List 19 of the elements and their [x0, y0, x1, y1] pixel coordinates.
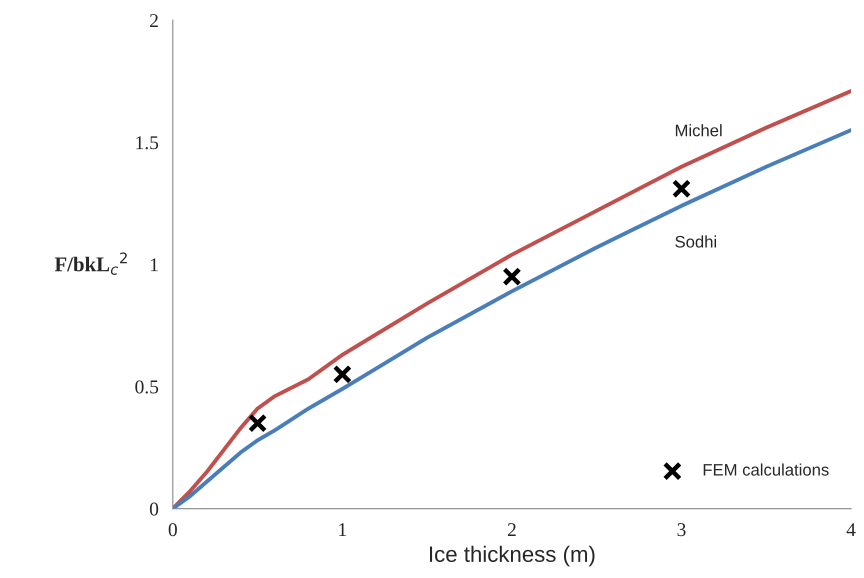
y-tick-label: 0: [150, 502, 158, 516]
x-tick-label: 3: [678, 523, 686, 536]
x-tick-label: 4: [846, 523, 856, 536]
legend-label: FEM calculations: [704, 463, 829, 476]
y-tick-label: 1: [150, 258, 158, 272]
x-axis-title: Ice thickness (m): [430, 546, 595, 566]
point: [248, 414, 268, 433]
point: [672, 179, 691, 198]
y-axis-title: F/bkL$_{c}$$^{2}$: [54, 252, 127, 275]
point: [332, 364, 352, 384]
y-tick-label: 0.5: [135, 380, 158, 394]
x-tick-label: 1: [339, 523, 346, 536]
point: [502, 267, 522, 286]
x-tick-label: 2: [508, 523, 516, 536]
y-tick-label: 1.5: [136, 136, 158, 150]
series-label: Sodhi: [675, 235, 716, 248]
series-label: Michel: [676, 124, 722, 136]
y-tick-label: 2: [150, 14, 158, 27]
x-tick-label: 0: [168, 523, 177, 536]
